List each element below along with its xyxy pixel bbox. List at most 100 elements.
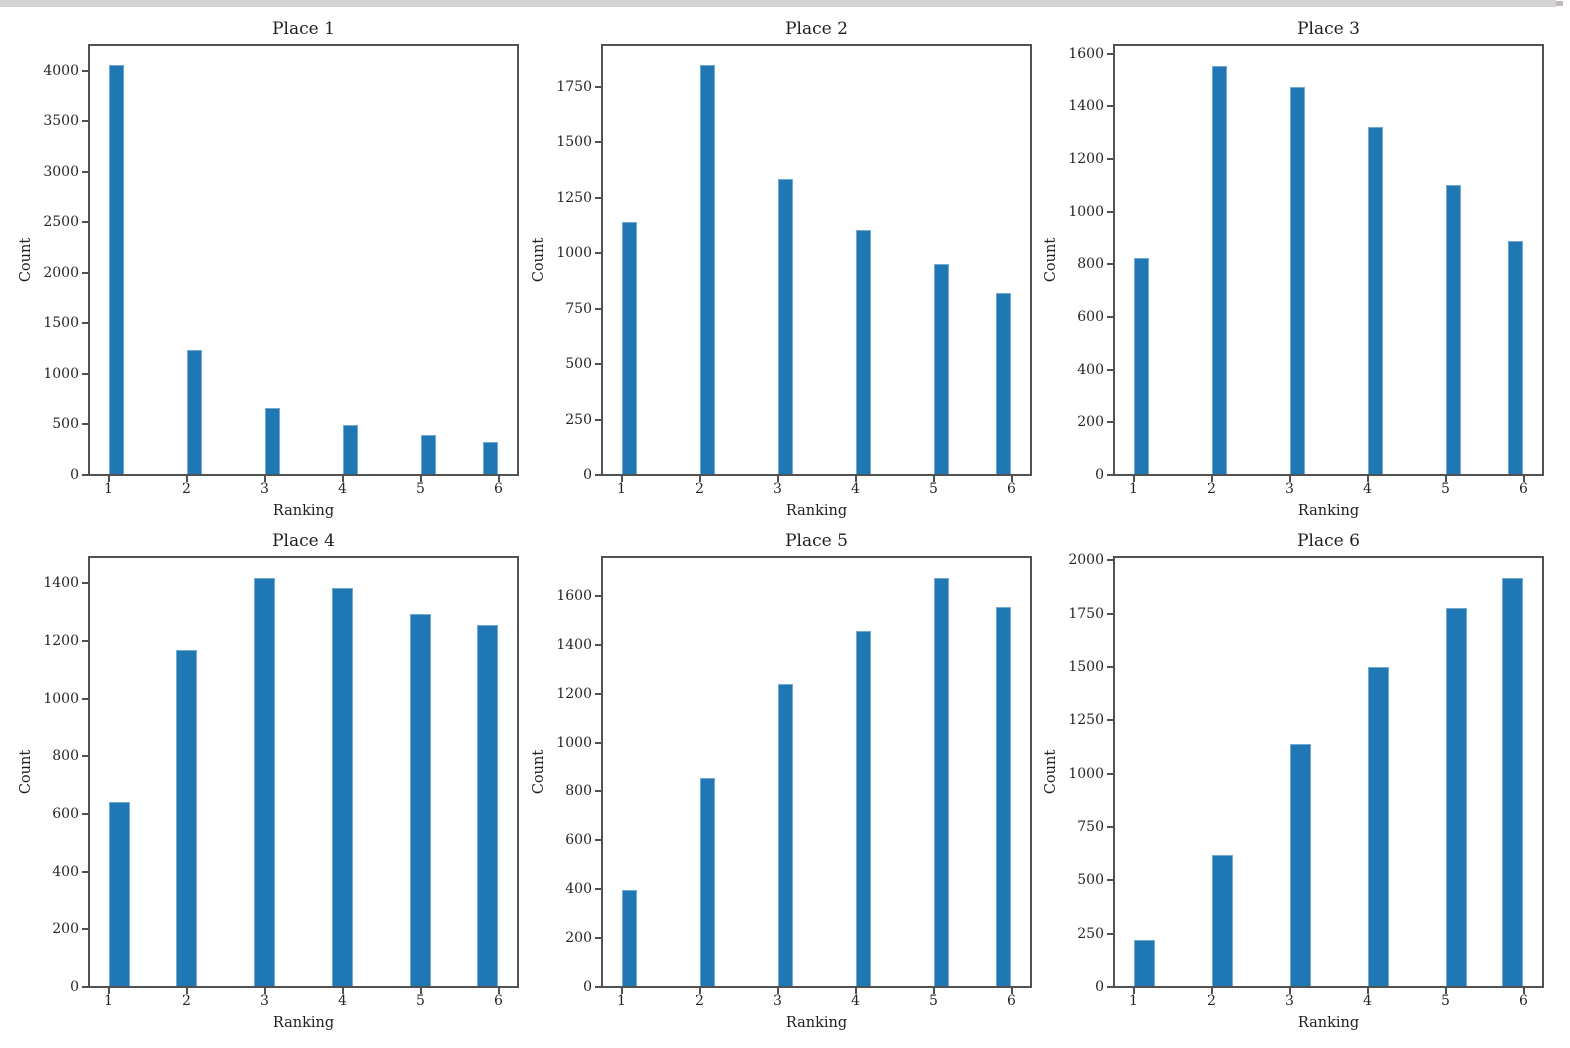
y-tick-mark	[82, 639, 88, 642]
x-tick-label: 4	[338, 481, 347, 497]
y-tick-mark	[82, 322, 88, 325]
x-axis-label: Ranking	[272, 503, 335, 519]
y-tick-label: 1200	[1068, 151, 1104, 167]
y-tick-mark	[82, 870, 88, 873]
x-tick-label: 1	[104, 993, 113, 1009]
y-tick-mark	[82, 755, 88, 758]
y-tick-mark	[82, 372, 88, 375]
x-tick-label: 6	[494, 481, 503, 497]
y-tick-mark	[82, 697, 88, 700]
y-tick-label: 1250	[556, 189, 592, 206]
x-tick-label: 3	[260, 993, 269, 1009]
x-tick-label: 2	[695, 481, 704, 497]
y-tick-label: 750	[1077, 819, 1104, 835]
x-tick-mark	[263, 988, 266, 994]
x-tick-label: 5	[416, 481, 425, 497]
y-tick-label: 0	[70, 467, 79, 483]
x-tick-label: 4	[338, 993, 347, 1009]
chart-title: Place 4	[272, 531, 335, 551]
x-tick-mark	[185, 988, 188, 994]
y-tick-label: 1500	[556, 134, 592, 150]
y-tick-mark	[1107, 666, 1113, 669]
y-tick-label: 1750	[556, 78, 592, 95]
x-tick-label: 2	[182, 481, 191, 497]
y-tick-mark	[82, 582, 88, 585]
top-scrollbar-track[interactable]	[0, 0, 1556, 7]
y-tick-label: 500	[565, 356, 592, 372]
y-tick-label: 1600	[1068, 45, 1104, 62]
y-tick-mark	[595, 692, 601, 695]
top-scrollbar-end	[1556, 1, 1563, 6]
y-tick-mark	[595, 790, 601, 793]
x-tick-label: 1	[104, 481, 113, 497]
x-tick-mark	[776, 476, 779, 482]
x-tick-label: 2	[1207, 481, 1216, 497]
y-tick-mark	[595, 141, 601, 143]
y-tick-label: 600	[1077, 309, 1104, 325]
x-tick-mark	[107, 988, 110, 994]
x-tick-label: 4	[1363, 481, 1372, 497]
x-tick-mark	[341, 988, 344, 994]
y-tick-mark	[82, 928, 88, 931]
y-tick-mark	[82, 120, 88, 122]
y-tick-label: 400	[1077, 361, 1104, 378]
y-tick-label: 200	[52, 921, 79, 938]
x-axis-label: Ranking	[1297, 503, 1360, 519]
axes-frame	[601, 556, 1032, 988]
y-tick-mark	[82, 813, 88, 815]
y-tick-label: 800	[1077, 256, 1104, 273]
y-tick-mark	[82, 986, 88, 988]
x-tick-label: 4	[851, 481, 860, 497]
y-tick-label: 400	[565, 881, 592, 898]
y-tick-mark	[82, 474, 88, 476]
x-tick-label: 3	[1285, 993, 1294, 1009]
y-tick-mark	[595, 307, 601, 310]
y-tick-label: 0	[583, 467, 592, 483]
x-tick-mark	[497, 988, 500, 994]
x-tick-mark	[932, 476, 935, 482]
x-tick-label: 2	[695, 993, 704, 1009]
axes-frame	[88, 44, 519, 476]
x-tick-label: 5	[1441, 481, 1450, 497]
x-axis-label: Ranking	[272, 1015, 335, 1031]
x-tick-label: 4	[1363, 993, 1372, 1009]
y-tick-label: 1600	[556, 587, 592, 604]
y-tick-mark	[1107, 263, 1113, 266]
x-tick-label: 5	[929, 993, 938, 1009]
x-tick-mark	[1366, 476, 1369, 482]
y-tick-label: 750	[565, 300, 592, 317]
y-tick-label: 600	[52, 806, 79, 822]
x-tick-mark	[698, 476, 701, 482]
y-tick-mark	[595, 474, 601, 476]
x-tick-label: 5	[929, 481, 938, 497]
axes-frame	[601, 44, 1032, 476]
x-axis-label: Ranking	[785, 503, 848, 519]
y-tick-label: 250	[565, 411, 592, 428]
x-tick-mark	[1522, 476, 1525, 482]
y-tick-mark	[595, 85, 601, 88]
x-tick-label: 5	[416, 993, 425, 1009]
y-tick-mark	[82, 423, 88, 426]
x-tick-mark	[107, 476, 110, 482]
y-tick-label: 500	[1077, 872, 1104, 889]
y-tick-label: 1500	[43, 315, 79, 332]
y-tick-mark	[1107, 368, 1113, 371]
y-tick-mark	[82, 221, 88, 224]
y-tick-label: 1500	[1068, 659, 1104, 676]
x-tick-label: 1	[1129, 481, 1138, 497]
x-tick-label: 4	[851, 993, 860, 1009]
y-tick-mark	[1107, 474, 1113, 476]
x-tick-label: 6	[1519, 481, 1528, 497]
y-tick-label: 800	[52, 748, 79, 765]
y-tick-label: 0	[1095, 979, 1104, 995]
y-tick-label: 1400	[43, 575, 79, 592]
x-tick-mark	[1366, 988, 1369, 994]
y-tick-mark	[1107, 559, 1113, 562]
y-tick-label: 200	[565, 930, 592, 947]
x-tick-mark	[497, 476, 500, 482]
chart-title: Place 1	[272, 19, 335, 39]
x-tick-mark	[1522, 988, 1525, 994]
